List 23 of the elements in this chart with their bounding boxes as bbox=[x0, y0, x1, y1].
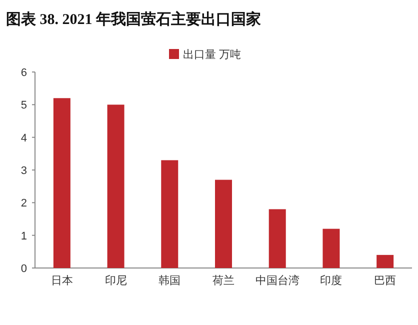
y-tick-label: 5 bbox=[20, 100, 27, 112]
x-tick-label: 巴西 bbox=[374, 275, 396, 287]
x-tick-label: 印尼 bbox=[104, 274, 127, 287]
bar bbox=[322, 228, 340, 268]
x-tick-label: 中国台湾 bbox=[255, 274, 300, 287]
x-tick-label: 印度 bbox=[320, 274, 342, 287]
y-tick-label: 6 bbox=[20, 67, 27, 79]
y-tick-label: 2 bbox=[20, 198, 27, 210]
legend-label: 出口量 万吨 bbox=[183, 48, 242, 61]
x-tick-label: 荷兰 bbox=[212, 274, 234, 287]
y-tick-label: 0 bbox=[20, 263, 27, 275]
bar bbox=[161, 160, 178, 268]
y-tick-label: 4 bbox=[20, 132, 27, 144]
bar bbox=[107, 104, 124, 268]
bar bbox=[268, 209, 286, 268]
bar bbox=[215, 180, 232, 268]
chart-title: 图表 38. 2021 年我国萤石主要出口国家 bbox=[6, 10, 261, 28]
bar bbox=[376, 254, 394, 268]
y-tick-label: 1 bbox=[20, 230, 27, 242]
bar bbox=[53, 98, 70, 268]
x-tick-label: 日本 bbox=[50, 274, 73, 287]
x-tick-label: 韩国 bbox=[158, 274, 181, 287]
y-tick-label: 3 bbox=[20, 165, 27, 177]
